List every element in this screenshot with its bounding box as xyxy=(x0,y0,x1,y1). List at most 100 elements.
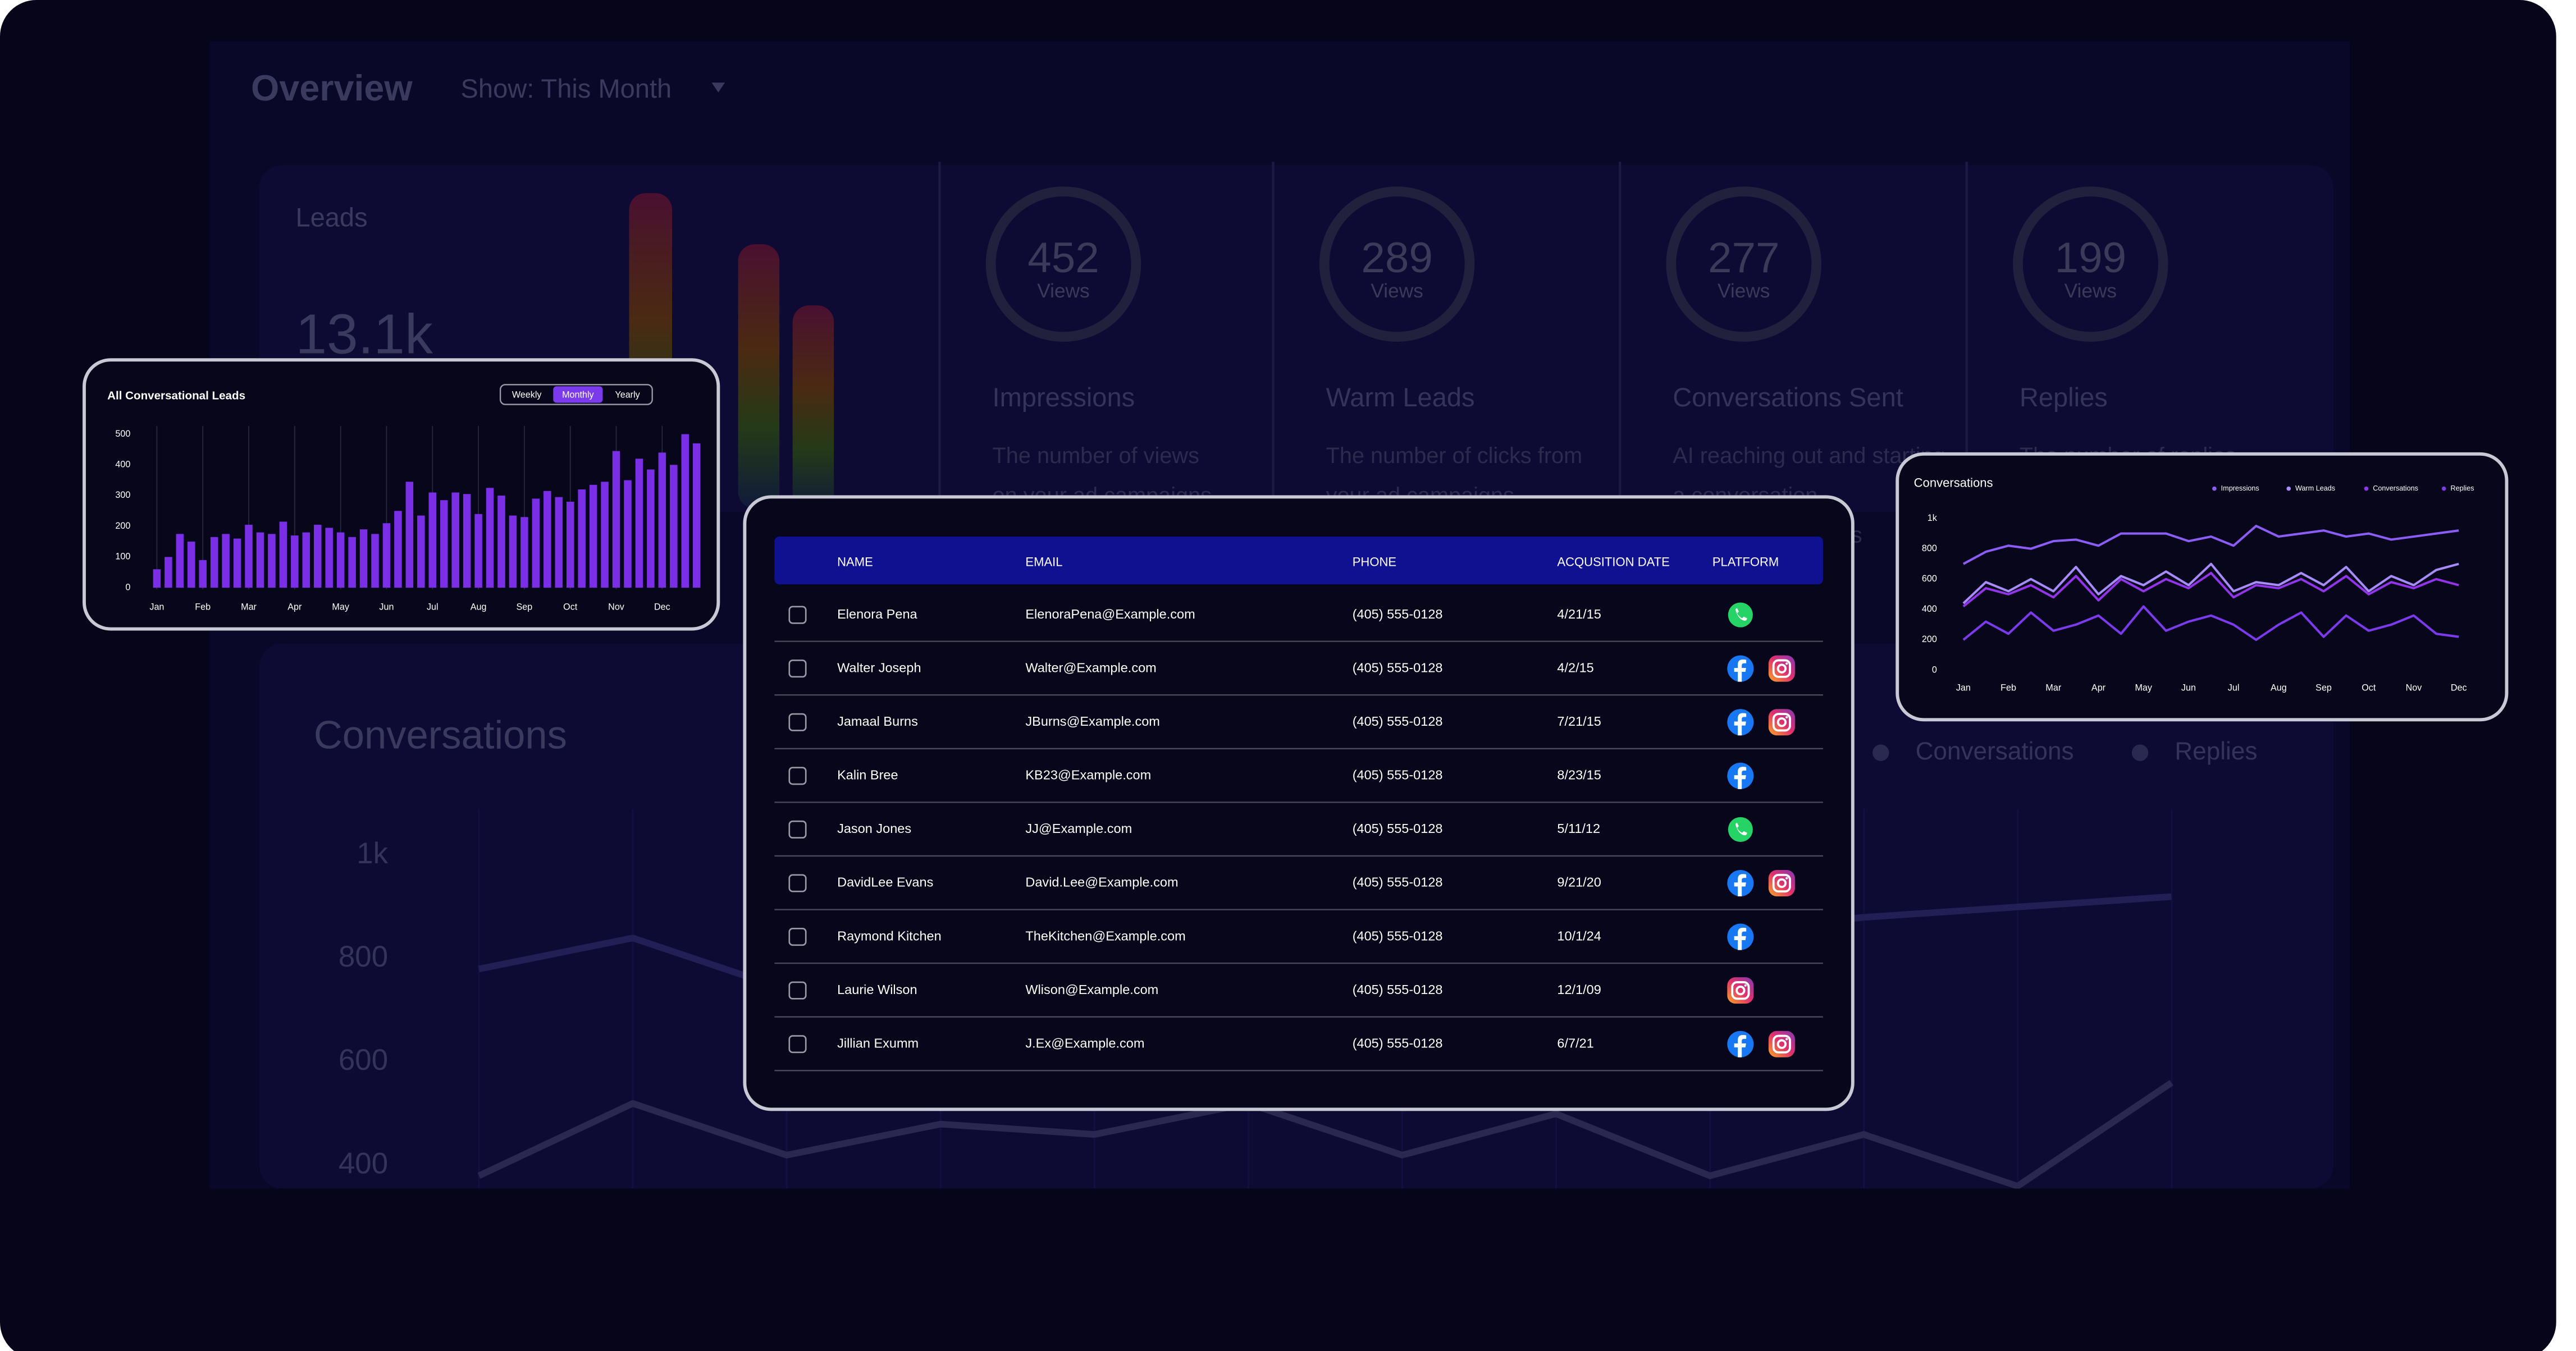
x-tick-label: Nov xyxy=(2406,683,2423,693)
table-cell: Walter@Example.com xyxy=(1025,660,1156,675)
row-checkbox[interactable] xyxy=(788,767,807,785)
table-cell: (405) 555-0128 xyxy=(1353,928,1443,943)
toggle-option[interactable]: Yearly xyxy=(615,390,640,400)
toggle-selected[interactable]: Monthly xyxy=(562,390,594,400)
x-tick-label: Mar xyxy=(241,602,257,612)
table-cell: Walter Joseph xyxy=(837,660,921,675)
table-cell: JJ@Example.com xyxy=(1025,821,1132,836)
bar xyxy=(417,515,425,588)
x-tick-label: Nov xyxy=(608,602,625,612)
table-cell: 10/1/24 xyxy=(1557,928,1601,943)
x-tick-label: Jan xyxy=(1956,683,1971,693)
table-cell: Jillian Exumm xyxy=(837,1036,919,1050)
bar xyxy=(647,469,655,588)
whatsapp-glyph xyxy=(1735,823,1747,836)
bar xyxy=(670,465,678,588)
stat-description: AI reaching out and starting xyxy=(1673,443,1945,468)
legend-label: Warm Leads xyxy=(2295,484,2335,492)
x-tick-label: Jun xyxy=(379,602,394,612)
x-tick-label: Jul xyxy=(2228,683,2240,693)
stat-title: Replies xyxy=(2020,382,2108,412)
instagram-lens xyxy=(1735,985,1746,996)
legend-label: Conversations xyxy=(1916,738,2074,765)
instagram-dot xyxy=(1785,716,1788,718)
stat-ring xyxy=(2013,186,2168,342)
bar xyxy=(268,534,276,588)
table-cell: DavidLee Evans xyxy=(837,875,933,890)
bar xyxy=(279,521,287,588)
row-checkbox[interactable] xyxy=(788,713,807,731)
instagram-glyph xyxy=(1772,873,1791,893)
content: Overview Show: This MonthLeads13.1k452Vie… xyxy=(83,67,2509,1189)
table-cell: J.Ex@Example.com xyxy=(1025,1036,1144,1050)
stat-value: 452 xyxy=(1027,234,1099,282)
series-line xyxy=(1962,524,2459,565)
table-cell: (405) 555-0128 xyxy=(1353,607,1443,621)
bar xyxy=(578,489,586,588)
page-title: Overview xyxy=(251,67,413,108)
y-tick-label: 800 xyxy=(339,940,388,973)
x-tick-label: Jan xyxy=(149,602,164,612)
instagram-dot xyxy=(1785,662,1788,665)
y-tick-label: 0 xyxy=(1932,665,1937,675)
bar xyxy=(302,532,310,588)
decor-bar xyxy=(738,244,780,509)
bar xyxy=(555,497,563,588)
row-checkbox[interactable] xyxy=(788,928,807,946)
bar xyxy=(325,528,333,588)
stat-description: The number of views xyxy=(993,443,1199,468)
x-tick-label: Aug xyxy=(2271,683,2287,693)
y-tick-label: 1k xyxy=(1928,513,1938,523)
bar xyxy=(256,532,264,588)
row-checkbox[interactable] xyxy=(788,1035,807,1054)
instagram-lens xyxy=(1776,878,1787,889)
bar xyxy=(658,452,666,588)
bar xyxy=(497,495,505,588)
bar xyxy=(359,529,368,588)
bar xyxy=(612,451,620,588)
table-cell: Raymond Kitchen xyxy=(837,928,942,943)
bar xyxy=(222,534,230,588)
stat-value: 199 xyxy=(2055,234,2127,282)
decor-bar xyxy=(792,305,834,512)
bar xyxy=(187,541,195,588)
table-cell: 4/21/15 xyxy=(1557,607,1601,621)
bar xyxy=(509,515,517,588)
table-cell: (405) 555-0128 xyxy=(1353,714,1443,729)
bar xyxy=(520,517,528,588)
toggle-option[interactable]: Weekly xyxy=(512,390,542,400)
x-tick-label: Feb xyxy=(2000,683,2016,693)
table-cell: ElenoraPena@Example.com xyxy=(1025,607,1195,621)
x-tick-label: Mar xyxy=(2045,683,2061,693)
column-header: PLATFORM xyxy=(1712,555,1779,569)
row-checkbox[interactable] xyxy=(788,874,807,892)
bar xyxy=(371,534,379,588)
legend-label: Replies xyxy=(2450,484,2474,492)
table-cell: Elenora Pena xyxy=(837,607,917,621)
stat-unit: Views xyxy=(1718,280,1770,302)
bar xyxy=(428,492,437,588)
bar xyxy=(233,538,241,588)
column-header: NAME xyxy=(837,555,873,569)
y-tick-label: 500 xyxy=(115,429,130,439)
y-tick-label: 200 xyxy=(1922,634,1937,644)
row-checkbox[interactable] xyxy=(788,660,807,678)
x-tick-label: Oct xyxy=(563,602,578,612)
facebook-glyph xyxy=(1734,713,1747,736)
bar xyxy=(601,482,609,588)
bar xyxy=(210,537,218,588)
whatsapp-icon xyxy=(1728,602,1753,628)
instagram-glyph xyxy=(1731,981,1750,1000)
stat-value: 277 xyxy=(1708,234,1780,282)
table-cell: Laurie Wilson xyxy=(837,982,917,997)
row-checkbox[interactable] xyxy=(788,981,807,1000)
y-tick-label: 300 xyxy=(115,490,130,500)
x-tick-label: Apr xyxy=(287,602,302,612)
card xyxy=(743,495,1855,1111)
table-cell: Jason Jones xyxy=(837,821,911,836)
row-checkbox[interactable] xyxy=(788,606,807,624)
row-checkbox[interactable] xyxy=(788,820,807,839)
bar xyxy=(624,480,632,588)
x-tick-label: May xyxy=(332,602,349,612)
y-tick-label: 400 xyxy=(115,459,130,469)
